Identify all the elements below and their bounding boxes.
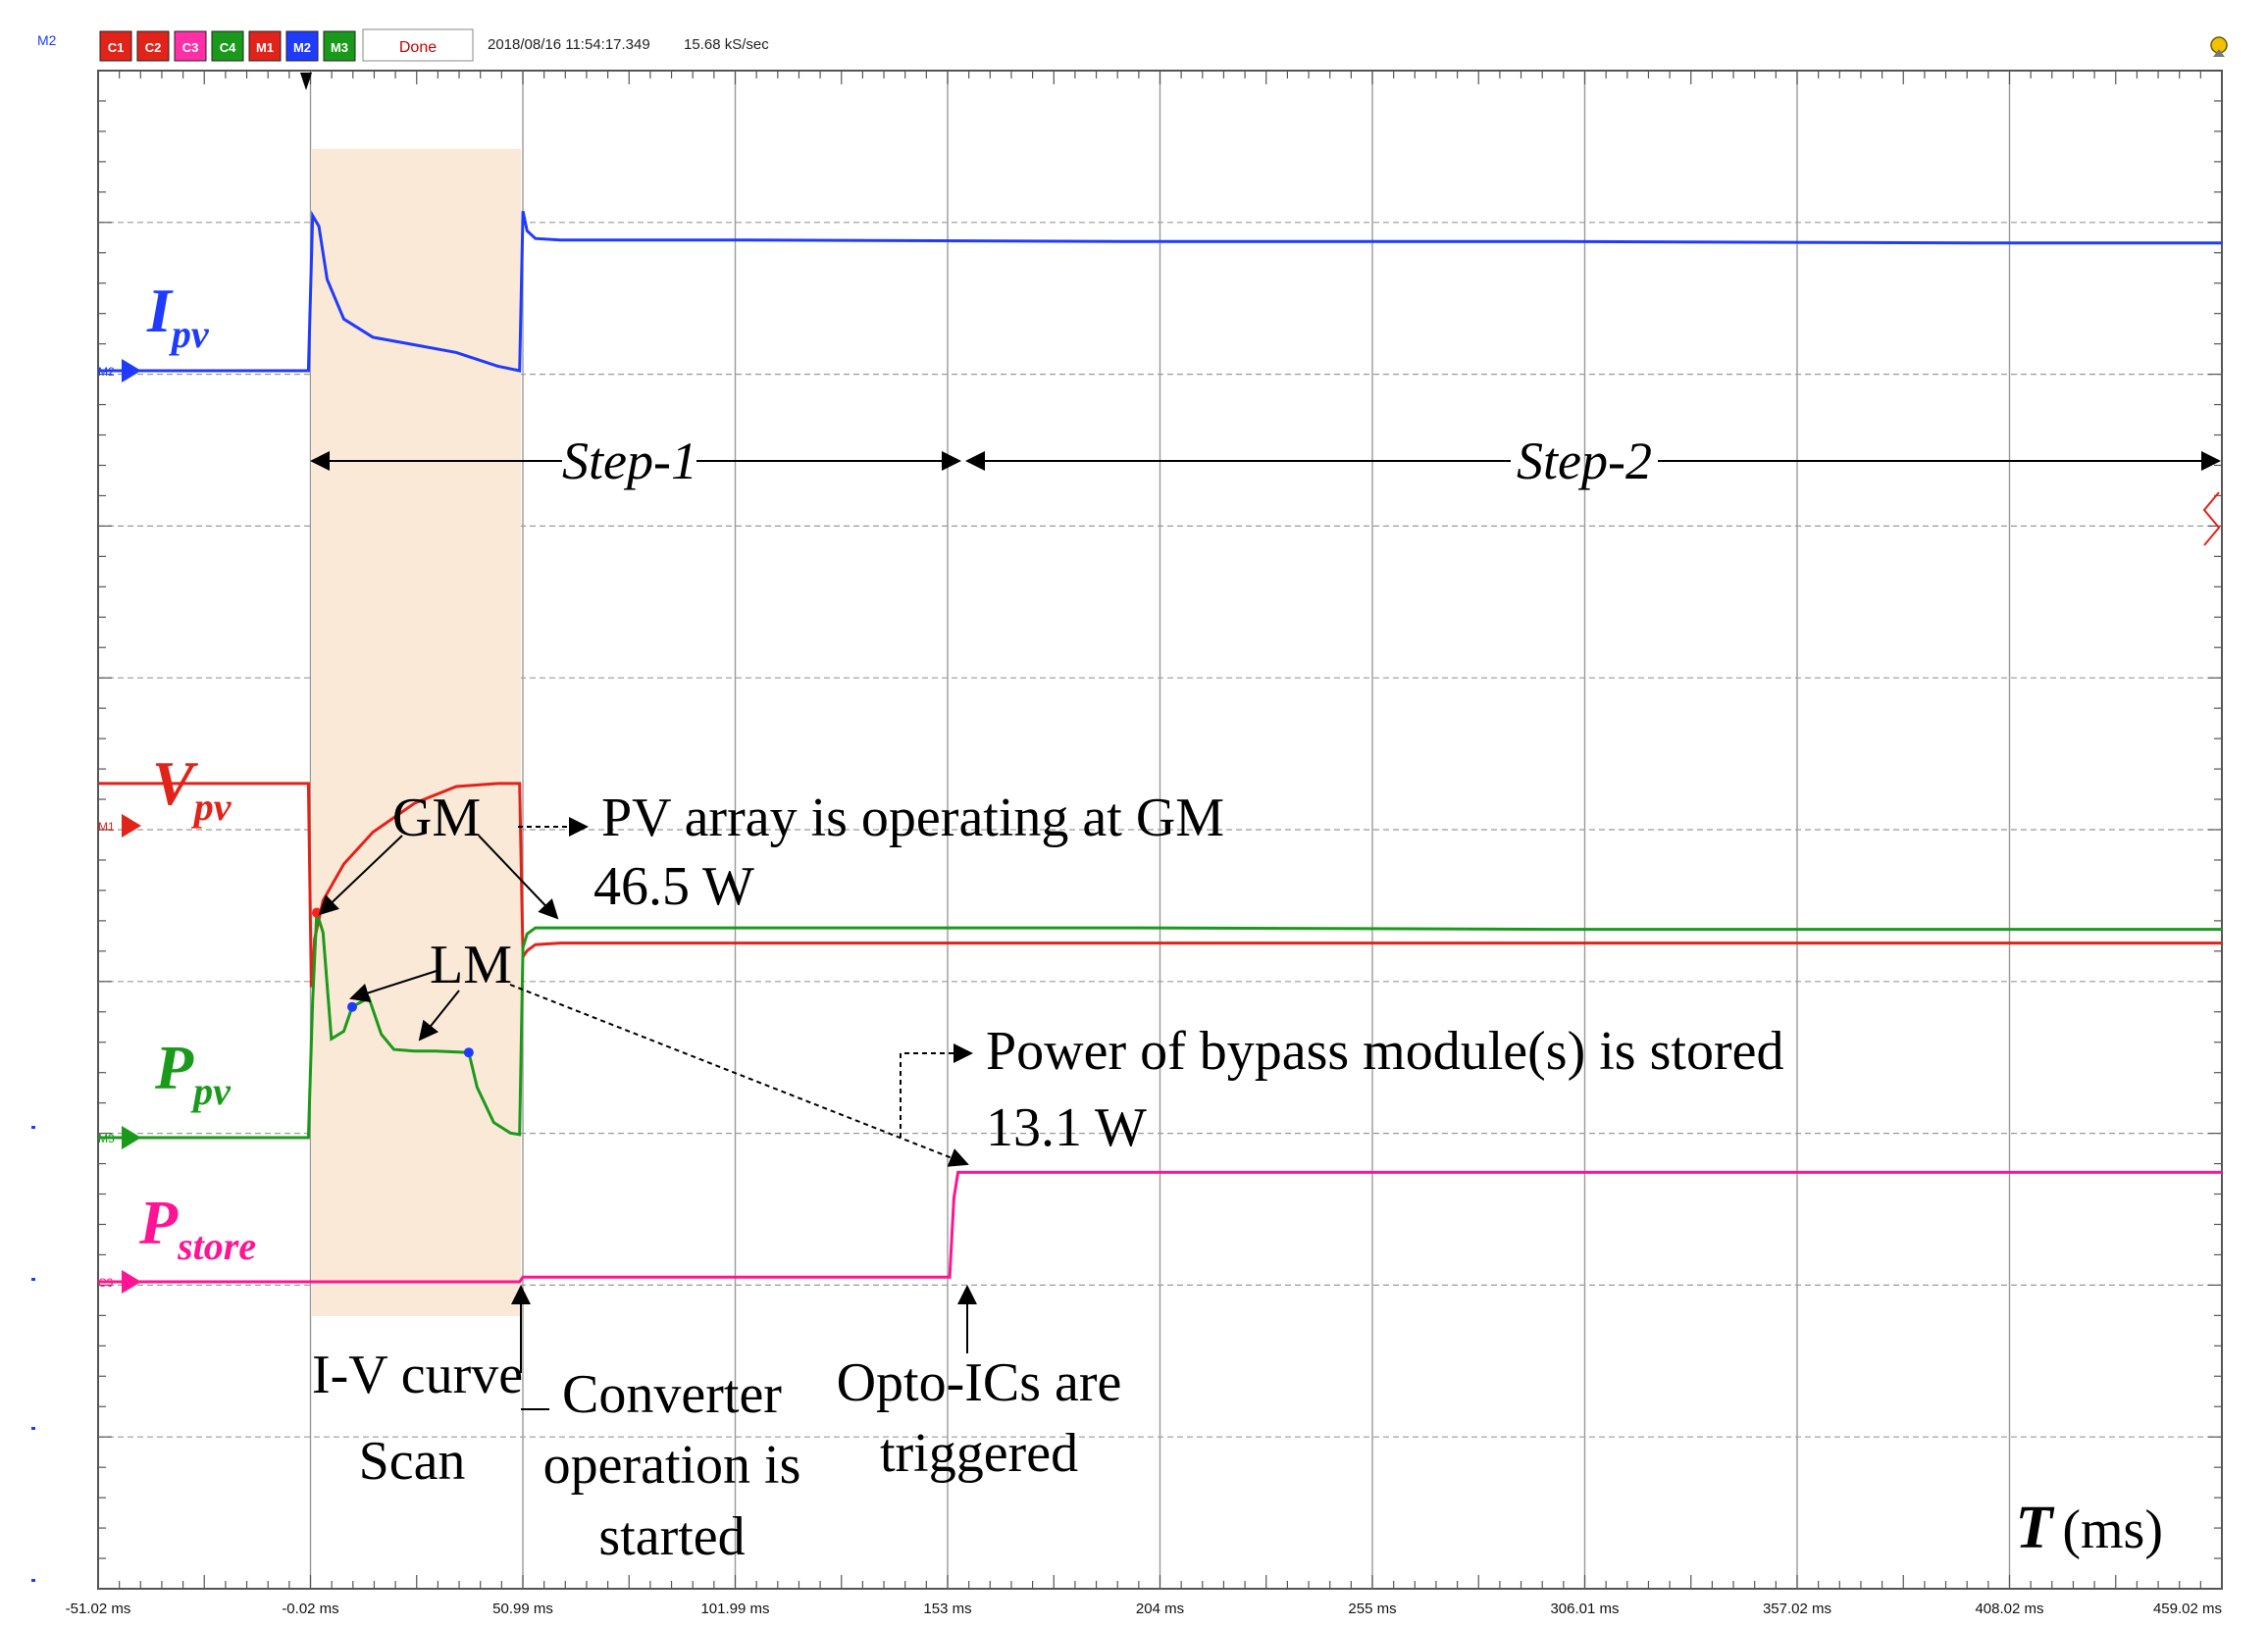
x-tick-label: 306.01 ms bbox=[1550, 1601, 1619, 1617]
x-tick-label: 101.99 ms bbox=[700, 1601, 769, 1617]
x-tick-label: 255 ms bbox=[1348, 1601, 1396, 1617]
bypass-text-1: Power of bypass module(s) is stored bbox=[986, 1021, 1783, 1082]
label-ppv: Ppv bbox=[154, 1033, 232, 1113]
channel-button-label: M2 bbox=[293, 40, 311, 55]
channel-button-label: C3 bbox=[182, 40, 199, 55]
trigger-marker[interactable] bbox=[300, 73, 312, 90]
opto-text-1: Opto-ICs are bbox=[837, 1352, 1122, 1413]
channel-button-label: M3 bbox=[331, 40, 348, 55]
label-vpv: Vpv bbox=[152, 748, 232, 829]
channel-marker-label: C3 bbox=[98, 1276, 114, 1290]
status-box bbox=[362, 28, 474, 62]
status-text: Done bbox=[399, 39, 437, 56]
step2-label: Step-2 bbox=[1517, 432, 1652, 490]
step1-label: Step-1 bbox=[562, 432, 697, 490]
sample-rate: 15.68 kS/sec bbox=[684, 36, 769, 53]
annotations: Step-1 Step-2 GM PV array is operating a… bbox=[310, 432, 2221, 1567]
channel-buttons: C1 C2 C3 C4 M1 M2 M3 bbox=[99, 30, 356, 62]
channel-button-label: C2 bbox=[145, 40, 162, 55]
iv-scan-text-1: I-V curve bbox=[312, 1345, 523, 1405]
channel-button-m3[interactable] bbox=[323, 30, 356, 62]
gm-arrow-1 bbox=[318, 835, 403, 916]
channel-marker-label: M3 bbox=[98, 1132, 115, 1145]
x-tick-label: 408.02 ms bbox=[1975, 1601, 2043, 1617]
x-tick-label: -51.02 ms bbox=[66, 1601, 131, 1617]
gm-arrow-2 bbox=[478, 835, 559, 920]
label-ipv: Ipv bbox=[146, 276, 210, 356]
lm-point-1 bbox=[347, 1001, 358, 1012]
converter-text-1: Converter bbox=[562, 1364, 782, 1425]
x-tick-label: -0.02 ms bbox=[282, 1601, 338, 1617]
label-pstore: Pstore bbox=[138, 1188, 256, 1268]
channel-marker-m3[interactable] bbox=[122, 1126, 141, 1149]
channel-button-label: C1 bbox=[108, 40, 125, 55]
iv-scan-highlight bbox=[311, 149, 521, 1316]
converter-text-3: started bbox=[598, 1506, 745, 1567]
x-tick-label: 153 ms bbox=[923, 1601, 971, 1617]
x-tick-label: 50.99 ms bbox=[492, 1601, 553, 1617]
left-dot-marker bbox=[31, 1579, 35, 1582]
trace-pstore bbox=[98, 1170, 2222, 1284]
lm-dashed-arrow bbox=[509, 984, 969, 1167]
right-edge-indicator bbox=[2202, 491, 2221, 546]
pv-gm-text-1: PV array is operating at GM bbox=[601, 788, 1224, 848]
toolbar: M2 C1 C2 C3 C4 M1 M2 M3 Done 2018/08/16 11:54:… bbox=[37, 28, 2228, 62]
channel-marker-c3[interactable] bbox=[122, 1270, 141, 1294]
channel-button-label: M1 bbox=[256, 40, 274, 55]
lm-label: LM bbox=[430, 935, 512, 995]
channel-button-label: C4 bbox=[220, 40, 236, 55]
traces bbox=[98, 210, 2222, 1284]
opto-text-2: triggered bbox=[880, 1423, 1078, 1484]
converter-text-2: operation is bbox=[543, 1435, 801, 1496]
left-edge-markers bbox=[31, 1126, 35, 1582]
x-tick-labels: -51.02 ms -0.02 ms 50.99 ms 101.99 ms 153 ms… bbox=[66, 1601, 2222, 1617]
x-tick-label: 357.02 ms bbox=[1763, 1601, 1831, 1617]
left-dot-marker bbox=[31, 1427, 35, 1430]
channel-button-c2[interactable] bbox=[136, 30, 170, 62]
bypass-dashed-arrow bbox=[900, 1043, 973, 1138]
iv-scan-text-2: Scan bbox=[359, 1431, 466, 1492]
pv-gm-text-2: 46.5 W bbox=[593, 856, 754, 917]
bypass-text-2: 13.1 W bbox=[986, 1097, 1147, 1158]
x-tick-label: 459.02 ms bbox=[2153, 1601, 2222, 1617]
channel-marker-m1[interactable] bbox=[122, 814, 141, 838]
settings-icon[interactable] bbox=[2210, 36, 2228, 57]
gm-label: GM bbox=[392, 788, 481, 848]
lm-arrow-2 bbox=[418, 990, 460, 1042]
timestamp: 2018/08/16 11:54:17.349 bbox=[488, 36, 650, 53]
channel-button-c1[interactable] bbox=[99, 30, 132, 62]
left-dot-marker bbox=[31, 1278, 35, 1281]
left-dot-marker bbox=[31, 1126, 35, 1129]
channel-marker-label: M1 bbox=[98, 820, 115, 834]
channel-labels: Ipv Vpv Ppv Pstore bbox=[138, 276, 256, 1268]
channel-button-c4[interactable] bbox=[211, 30, 244, 62]
toolbar-channel-label: M2 bbox=[37, 32, 57, 48]
tick-marks bbox=[97, 70, 2223, 1590]
channel-button-c3[interactable] bbox=[174, 30, 207, 62]
channel-button-m1[interactable] bbox=[248, 30, 282, 62]
x-tick-label: 204 ms bbox=[1136, 1601, 1184, 1617]
x-axis-title: T (ms) bbox=[2015, 1495, 2163, 1561]
channel-markers: M2 M1 M3 C3 bbox=[98, 359, 141, 1294]
trace-ipv bbox=[98, 210, 2222, 373]
lm-point-2 bbox=[463, 1047, 474, 1058]
lm-arrow-1 bbox=[349, 970, 438, 1003]
channel-marker-label: M2 bbox=[98, 365, 115, 379]
channel-marker-m2[interactable] bbox=[122, 359, 141, 382]
channel-button-m2[interactable] bbox=[285, 30, 319, 62]
